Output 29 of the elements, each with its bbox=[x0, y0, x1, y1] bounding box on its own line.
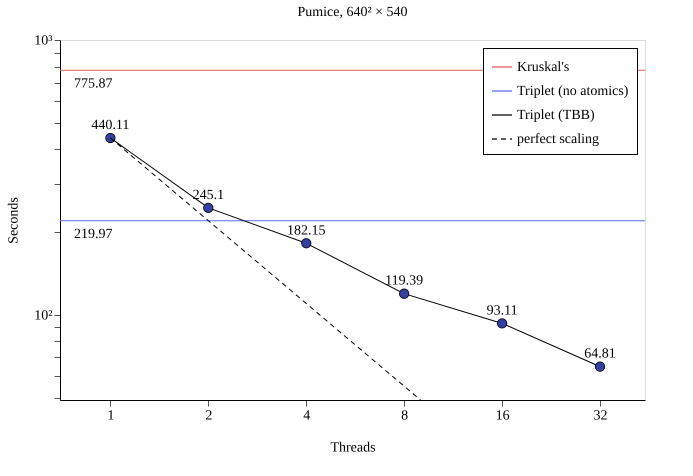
point bbox=[301, 238, 312, 248]
x-tick-label: 16 bbox=[496, 408, 510, 424]
data-label: 64.81 bbox=[584, 346, 616, 362]
x-axis-title: Threads bbox=[330, 440, 376, 456]
y-axis-title: Seconds bbox=[6, 197, 22, 244]
point bbox=[105, 132, 116, 144]
point bbox=[399, 288, 410, 299]
legend-label: perfect scaling bbox=[517, 132, 600, 147]
point bbox=[203, 202, 214, 213]
data-label: 775.87 bbox=[74, 76, 112, 92]
data-label: 219.97 bbox=[74, 226, 112, 242]
data-label: 119.39 bbox=[385, 274, 424, 289]
data-label: 93.11 bbox=[486, 303, 518, 318]
y-tick-label: 10² bbox=[34, 308, 52, 324]
chart-title: Pumice, 640² × 540 bbox=[297, 5, 408, 20]
legend-label: Kruskal's bbox=[517, 60, 570, 75]
point bbox=[594, 361, 606, 372]
x-tick-label: 4 bbox=[303, 408, 310, 424]
point bbox=[496, 318, 508, 329]
legend-label: Triplet (TBB) bbox=[517, 108, 595, 123]
y-tick-label: 10³ bbox=[34, 34, 52, 48]
data-label: 182.15 bbox=[286, 223, 326, 238]
x-tick-label: 8 bbox=[401, 408, 408, 424]
x-tick-label: 2 bbox=[205, 408, 212, 424]
data-label: 440.11 bbox=[91, 118, 130, 133]
data-label: 245.1 bbox=[192, 188, 224, 203]
x-tick-label: 32 bbox=[594, 408, 608, 424]
x-tick-label: 1 bbox=[107, 408, 114, 424]
legend-label: Triplet (no atomics) bbox=[517, 84, 629, 99]
